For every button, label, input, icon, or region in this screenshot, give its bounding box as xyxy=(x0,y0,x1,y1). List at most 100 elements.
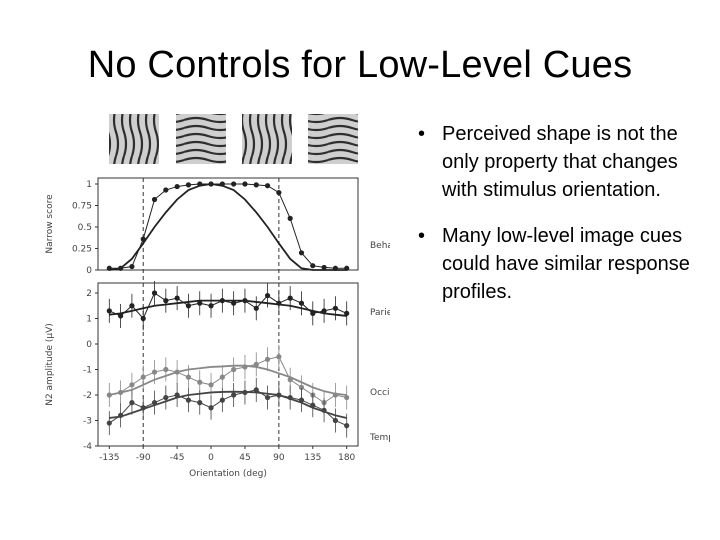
parietal-data-point xyxy=(140,315,146,322)
temporal-data-point xyxy=(197,400,203,406)
y-axis-label: Narrow score xyxy=(45,194,55,254)
bullet-text: Perceived shape is not the only property… xyxy=(442,123,678,201)
parietal-data-point xyxy=(163,298,169,304)
y-tick-label: 0.75 xyxy=(72,202,92,212)
y-axis-label: N2 amplitude (μV) xyxy=(45,323,55,406)
behavioural-data-point xyxy=(276,190,282,196)
temporal-data-point xyxy=(163,394,169,401)
behavioural-data-point xyxy=(253,182,259,188)
y-tick-label: 0 xyxy=(86,266,92,276)
y-tick-label: 1 xyxy=(86,315,92,325)
occipital-fit-line xyxy=(109,364,347,396)
panel-label-occipital: Occipital xyxy=(370,388,390,398)
x-tick-label: 45 xyxy=(239,453,250,463)
behavioural-data-line xyxy=(109,183,347,269)
behavioural-fit-line xyxy=(109,183,347,271)
occipital-data-point xyxy=(298,384,305,390)
bullet-text: Many low-level image cues could have sim… xyxy=(442,225,690,303)
parietal-data-point xyxy=(332,305,338,311)
parietal-data-line xyxy=(109,292,347,320)
behavioural-data-point xyxy=(287,215,293,221)
temporal-data-point xyxy=(253,387,259,393)
occipital-data-point xyxy=(151,369,158,375)
parietal-data-point xyxy=(321,308,327,314)
occipital-data-point xyxy=(264,356,271,362)
x-tick-label: -135 xyxy=(99,453,119,463)
temporal-data-point xyxy=(185,397,192,403)
parietal-data-point xyxy=(253,305,259,311)
bullet-symbol: • xyxy=(418,123,426,145)
y-tick-label: 0.5 xyxy=(78,223,92,233)
parietal-data-point xyxy=(106,308,112,314)
behavioural-data-point xyxy=(242,181,248,187)
temporal-data-line xyxy=(109,389,347,427)
parietal-data-point xyxy=(185,303,192,309)
panel-frame-behavioural xyxy=(97,177,359,271)
behavioural-data-point xyxy=(185,182,192,188)
occipital-data-point xyxy=(276,354,282,360)
slide-title: No Controls for Low-Level Cues xyxy=(87,44,633,86)
temporal-data-point xyxy=(264,394,271,401)
y-tick-label: -2 xyxy=(83,391,92,401)
occipital-data-point xyxy=(185,374,192,380)
behavioural-data-point xyxy=(298,250,305,256)
y-tick-label: 2 xyxy=(86,289,92,299)
panel-label-behavioural: Behavioural xyxy=(370,241,390,251)
panel-label-parietal: Parietal xyxy=(370,308,390,318)
y-tick-label: -1 xyxy=(83,366,92,376)
x-tick-label: 0 xyxy=(208,453,214,463)
parietal-data-point xyxy=(129,303,135,309)
temporal-data-point xyxy=(219,397,225,403)
parietal-data-point xyxy=(174,295,180,301)
behavioural-data-point xyxy=(151,196,158,203)
temporal-data-point xyxy=(106,420,112,426)
behavioural-data-point xyxy=(174,183,180,190)
parietal-fit-line xyxy=(109,299,347,317)
parietal-data-point xyxy=(118,313,124,319)
parietal-data-point xyxy=(310,310,316,316)
panel-frame-n2 xyxy=(97,282,359,447)
behavioural-data-point xyxy=(321,264,327,271)
parietal-data-point xyxy=(151,290,158,296)
temporal-data-point xyxy=(208,405,214,411)
panel-label-temporal: Temporal xyxy=(369,433,390,443)
behavioural-data-point xyxy=(231,181,237,187)
y-tick-label: 0.25 xyxy=(72,245,92,255)
parietal-data-point xyxy=(287,295,293,301)
parietal-data-point xyxy=(197,300,203,306)
behavioural-data-point xyxy=(264,183,271,189)
y-tick-label: 1 xyxy=(86,180,92,190)
bullet-item: • Perceived shape is not the only proper… xyxy=(412,120,702,204)
x-tick-label: -45 xyxy=(170,453,185,463)
response-profile-chart: 0 0.25 0.5 0.75 1 Narrow score 2 1 0 -1 -2 -3 -4 N2 a… xyxy=(45,114,424,479)
y-tick-label: -3 xyxy=(83,417,92,427)
occipital-data-point xyxy=(208,382,214,388)
figure: 0 0.25 0.5 0.75 1 Narrow score 2 1 0 -1 -2 -3 -4 N2 a… xyxy=(40,108,424,493)
parietal-data-point xyxy=(298,300,305,306)
occipital-data-point xyxy=(140,374,146,380)
x-tick-label: 90 xyxy=(273,453,285,463)
x-tick-label: 180 xyxy=(338,453,355,463)
bullet-list: • Perceived shape is not the only proper… xyxy=(412,120,702,324)
occipital-data-point xyxy=(253,361,259,367)
x-axis-label: Orientation (deg) xyxy=(189,469,267,479)
occipital-data-point xyxy=(163,366,169,373)
temporal-data-point xyxy=(129,400,135,406)
behavioural-data-point xyxy=(163,187,169,193)
stimulus-thumbnails xyxy=(109,114,358,164)
temporal-fit-line xyxy=(109,390,347,419)
temporal-data-point xyxy=(174,392,180,398)
occipital-data-point xyxy=(231,366,237,373)
y-tick-label: -4 xyxy=(83,442,92,452)
bullet-symbol: • xyxy=(418,225,426,247)
parietal-data-point xyxy=(264,292,271,299)
temporal-data-point xyxy=(332,417,338,424)
occipital-data-point xyxy=(197,379,203,385)
behavioural-data-point xyxy=(310,263,316,269)
parietal-data-point xyxy=(344,310,350,316)
occipital-data-point xyxy=(344,394,350,401)
occipital-data-point xyxy=(129,382,135,388)
bullet-item: • Many low-level image cues could have s… xyxy=(412,222,702,306)
parietal-data-point xyxy=(208,303,214,309)
temporal-data-point xyxy=(231,392,237,398)
